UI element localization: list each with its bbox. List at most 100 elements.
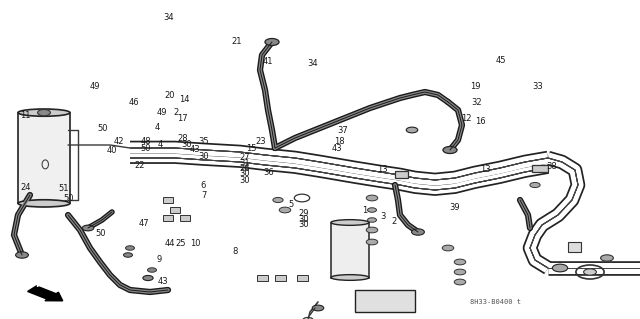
Circle shape (367, 208, 376, 212)
Circle shape (15, 252, 28, 258)
Text: 17: 17 (177, 114, 188, 123)
Circle shape (406, 127, 418, 133)
Circle shape (367, 218, 376, 222)
Text: 32: 32 (472, 98, 482, 107)
Bar (568, 242, 581, 252)
Text: 33: 33 (532, 82, 543, 91)
Text: 8H33-B0400 t: 8H33-B0400 t (470, 299, 522, 305)
Text: 49: 49 (157, 108, 167, 117)
Bar (18, 113, 70, 204)
Text: 13: 13 (378, 165, 388, 174)
Text: 15: 15 (246, 144, 256, 153)
Text: 7: 7 (201, 191, 206, 200)
Circle shape (279, 207, 291, 213)
Circle shape (125, 246, 134, 250)
Text: 10: 10 (190, 239, 200, 248)
Text: 2: 2 (391, 217, 396, 226)
Text: 2: 2 (173, 108, 179, 117)
Text: 1: 1 (362, 206, 367, 215)
Circle shape (82, 225, 94, 231)
Bar (331, 222, 369, 278)
Text: 14: 14 (179, 95, 189, 104)
Text: 12: 12 (461, 114, 471, 122)
Text: 24: 24 (20, 183, 31, 192)
Bar (180, 215, 190, 221)
Text: 37: 37 (337, 126, 348, 135)
Text: 8: 8 (233, 247, 238, 256)
Ellipse shape (331, 220, 369, 225)
Bar (257, 275, 268, 281)
Text: 28: 28 (177, 134, 188, 143)
Bar (170, 207, 180, 213)
Circle shape (273, 197, 283, 203)
Text: 50: 50 (97, 124, 108, 133)
Text: 30: 30 (299, 215, 309, 224)
Text: 30: 30 (299, 220, 309, 229)
Bar (532, 165, 548, 172)
Bar (355, 290, 415, 312)
Circle shape (454, 259, 466, 265)
Text: 42: 42 (113, 137, 124, 146)
Text: 19: 19 (470, 82, 480, 91)
Text: 5: 5 (289, 200, 294, 209)
Ellipse shape (18, 109, 70, 116)
Bar (297, 275, 308, 281)
Text: 13: 13 (480, 165, 490, 174)
Circle shape (552, 264, 568, 272)
Circle shape (312, 305, 324, 311)
Text: 29: 29 (299, 209, 309, 218)
Text: 34: 34 (163, 13, 173, 22)
Text: 4: 4 (157, 140, 163, 149)
Text: 4: 4 (154, 123, 159, 132)
Text: 36: 36 (264, 168, 274, 177)
Circle shape (412, 229, 424, 235)
Text: 44: 44 (164, 239, 175, 248)
Text: 43: 43 (190, 145, 200, 154)
Circle shape (366, 227, 378, 233)
Text: 18: 18 (334, 137, 344, 146)
Text: 43: 43 (332, 144, 342, 153)
Text: 30: 30 (239, 169, 250, 178)
Ellipse shape (331, 275, 369, 280)
Circle shape (454, 269, 466, 275)
Text: 25: 25 (175, 239, 186, 248)
Circle shape (600, 255, 613, 261)
Text: FR.: FR. (35, 280, 52, 289)
Text: 40: 40 (107, 146, 117, 155)
Text: 6: 6 (201, 181, 206, 189)
Text: 31: 31 (239, 159, 250, 168)
Circle shape (265, 39, 279, 46)
Text: 3: 3 (380, 212, 385, 221)
Circle shape (442, 245, 454, 251)
Text: 47: 47 (139, 219, 149, 228)
Text: 30: 30 (182, 140, 192, 149)
Text: 51: 51 (59, 184, 69, 193)
Ellipse shape (18, 200, 70, 207)
Text: 49: 49 (90, 82, 100, 91)
Text: 20: 20 (164, 91, 175, 100)
Text: 26: 26 (239, 164, 250, 173)
Text: 34: 34 (307, 59, 317, 68)
Text: 46: 46 (129, 98, 140, 107)
Circle shape (143, 275, 153, 280)
Text: 50: 50 (96, 229, 106, 238)
Bar (275, 275, 287, 281)
Text: 43: 43 (158, 277, 168, 286)
Bar (163, 197, 173, 203)
Text: 35: 35 (198, 137, 209, 146)
Circle shape (530, 182, 540, 188)
Text: 30: 30 (239, 176, 250, 185)
Bar (395, 171, 408, 178)
Circle shape (124, 253, 132, 257)
Text: 27: 27 (239, 153, 250, 162)
Circle shape (366, 239, 378, 245)
Bar (163, 215, 173, 221)
Text: 39: 39 (449, 204, 460, 212)
Text: 48: 48 (141, 137, 151, 146)
Text: 21: 21 (232, 37, 242, 46)
Text: 9: 9 (156, 255, 161, 263)
Text: 38: 38 (547, 162, 557, 171)
FancyArrow shape (28, 286, 63, 301)
Circle shape (454, 279, 466, 285)
Text: 22: 22 (134, 161, 145, 170)
